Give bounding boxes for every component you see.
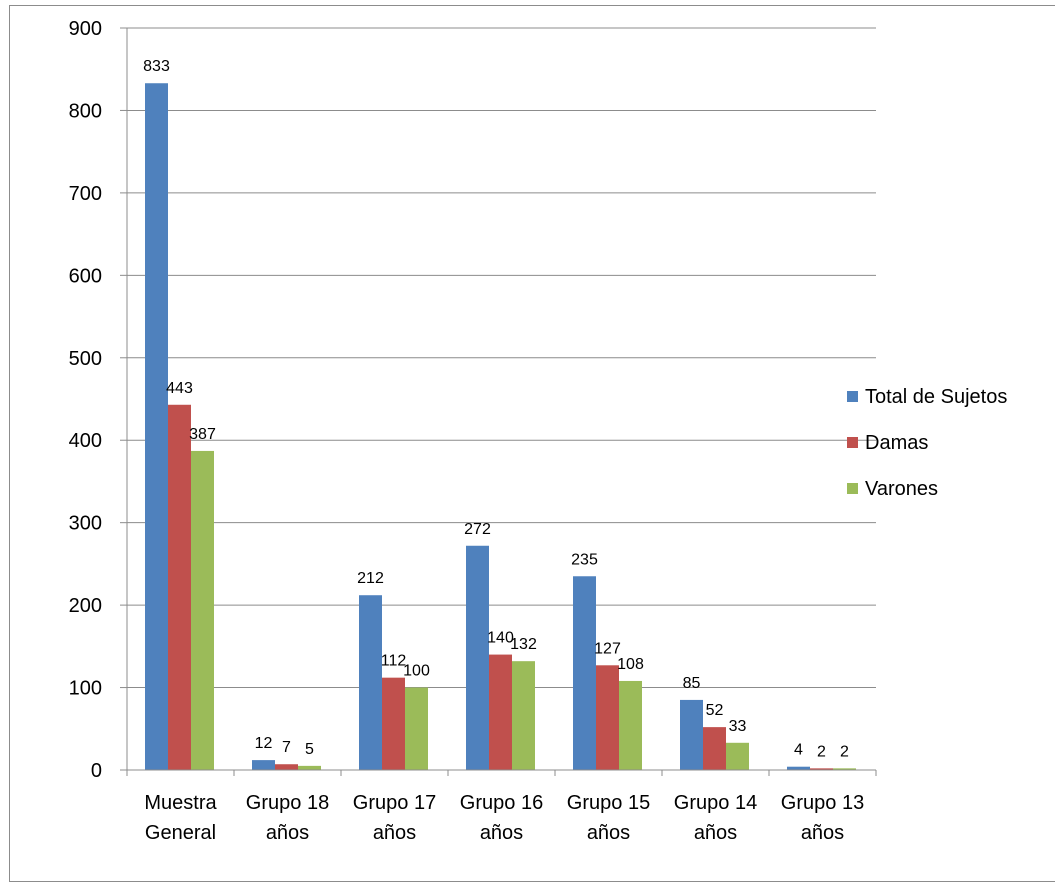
bars [145, 83, 856, 770]
legend-swatch [847, 483, 858, 494]
x-tick-label-line: años [266, 822, 309, 844]
x-tick-label: Grupo 15 años [567, 792, 650, 844]
x-tick-label: Muestra General [144, 792, 217, 844]
y-tick-label: 600 [69, 265, 102, 287]
data-label: 443 [166, 380, 193, 397]
bar [619, 680, 642, 770]
data-label: 5 [305, 741, 314, 758]
bar [275, 764, 298, 770]
x-tick-label-line: Grupo 15 [567, 792, 650, 814]
bar [703, 727, 726, 770]
x-tick-label-line: años [694, 822, 737, 844]
data-label: 272 [464, 521, 491, 538]
bar [596, 665, 619, 770]
legend: Total de Sujetos Damas Varones [847, 386, 1007, 500]
x-tick-label: Grupo 16 años [460, 792, 543, 844]
bar [252, 760, 275, 770]
bar [512, 661, 535, 770]
x-tick-label-line: Grupo 14 [674, 792, 757, 814]
data-label: 4 [794, 742, 803, 759]
legend-swatch [847, 391, 858, 402]
bar [145, 83, 168, 770]
x-tick-label-line: Grupo 18 [246, 792, 329, 814]
data-label: 112 [381, 653, 407, 670]
data-label: 132 [510, 636, 537, 653]
x-tick-label-line: General [145, 822, 216, 844]
data-label: 7 [282, 739, 291, 756]
data-label: 212 [357, 570, 384, 587]
data-label: 833 [143, 58, 170, 75]
data-label: 33 [729, 718, 747, 735]
data-label: 387 [189, 426, 216, 443]
bar [382, 677, 405, 770]
axes: 0 100 200 300 400 500 600 700 800 900 Muestra Gener… [69, 18, 877, 844]
data-label: 235 [571, 551, 598, 568]
x-tick-label-line: Grupo 13 [781, 792, 864, 814]
y-tick-label: 800 [69, 100, 102, 122]
data-label: 12 [255, 735, 273, 752]
legend-swatch [847, 437, 858, 448]
x-tick-label-line: años [480, 822, 523, 844]
y-tick-label: 100 [69, 678, 102, 700]
x-tick-label-line: Grupo 16 [460, 792, 543, 814]
x-tick-label-line: Muestra [144, 792, 217, 814]
bar [489, 654, 512, 770]
bar [787, 766, 810, 770]
bar [680, 699, 703, 770]
data-label: 2 [817, 743, 826, 760]
x-tick-label: Grupo 18 años [246, 792, 329, 844]
bar [810, 768, 833, 770]
data-label: 2 [840, 743, 849, 760]
x-tick-label: Grupo 13 años [781, 792, 864, 844]
x-tick-label-line: años [373, 822, 416, 844]
legend-label: Damas [865, 432, 928, 454]
x-tick-label-line: años [801, 822, 844, 844]
gridlines [127, 27, 876, 689]
y-tick-label: 0 [91, 760, 102, 782]
bar [573, 576, 596, 770]
x-tick-label: Grupo 17 años [353, 792, 436, 844]
x-tick-label-line: años [587, 822, 630, 844]
legend-label: Varones [865, 478, 938, 500]
bar [168, 404, 191, 770]
y-tick-label: 300 [69, 513, 102, 535]
data-label: 127 [594, 640, 621, 657]
bar [466, 545, 489, 770]
data-label: 85 [683, 675, 701, 692]
bar [359, 595, 382, 770]
x-tick-label-line: Grupo 17 [353, 792, 436, 814]
y-tick-label: 200 [69, 595, 102, 617]
x-tick-label: Grupo 14 años [674, 792, 757, 844]
data-label: 140 [487, 630, 514, 647]
bar [726, 742, 749, 770]
y-tick-label: 400 [69, 430, 102, 452]
legend-label: Total de Sujetos [865, 386, 1007, 408]
bar [833, 768, 856, 770]
y-tick-label: 500 [69, 348, 102, 370]
y-tick-label: 900 [69, 18, 102, 40]
y-tick-label: 700 [69, 183, 102, 205]
bar [405, 687, 428, 770]
data-label: 108 [617, 656, 644, 673]
data-label: 52 [706, 702, 724, 719]
bar [191, 450, 214, 770]
bar [298, 765, 321, 770]
data-label: 100 [403, 663, 430, 680]
